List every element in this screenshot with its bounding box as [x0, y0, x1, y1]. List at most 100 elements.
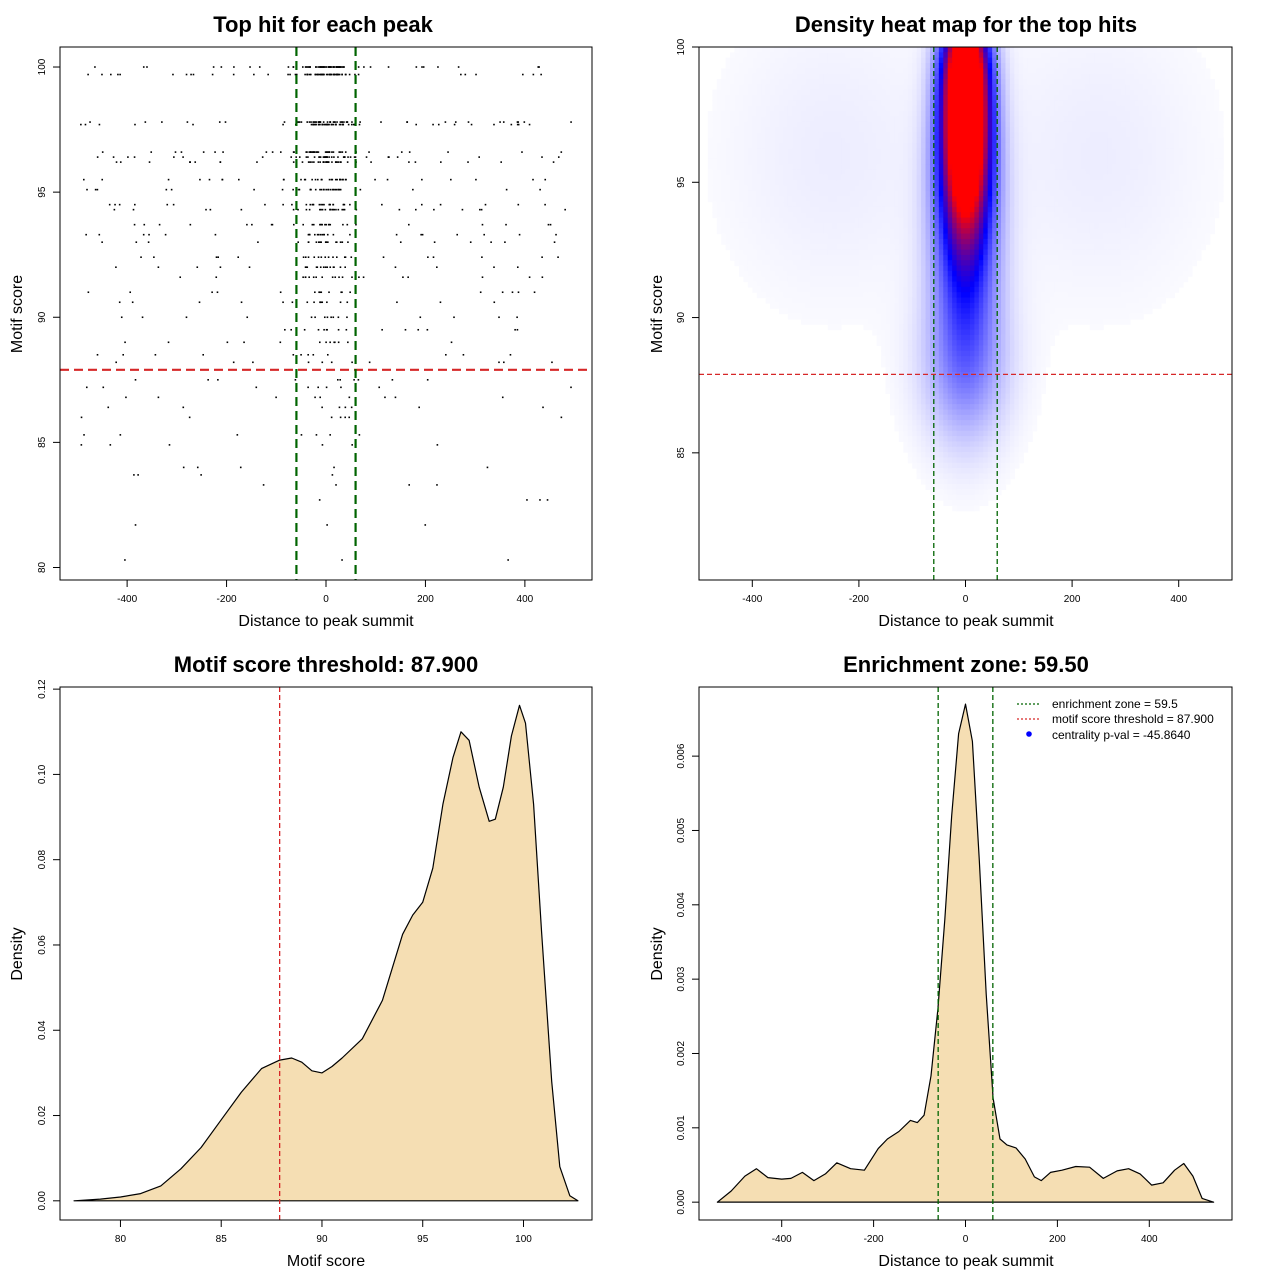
data-point [194, 161, 197, 163]
heat-cell [881, 292, 887, 299]
data-point [167, 178, 170, 181]
heat-cell [903, 94, 909, 101]
heat-cell [889, 404, 896, 411]
data-point [218, 121, 221, 123]
heat-cell [796, 180, 802, 187]
heat-cell [876, 174, 882, 181]
heat-cell [863, 302, 869, 309]
heat-cell [796, 137, 802, 144]
heat-cell [956, 409, 962, 416]
heat-cell [987, 89, 993, 96]
data-point [295, 156, 297, 158]
heat-cell [956, 137, 962, 144]
heat-cell [823, 201, 829, 208]
heat-cell [872, 180, 878, 187]
heat-cell [801, 132, 807, 139]
heat-cell [836, 302, 842, 309]
heat-cell [823, 126, 829, 133]
data-point [334, 178, 337, 181]
heat-cell [747, 121, 753, 128]
heat-cell [996, 414, 1002, 421]
heat-cell [898, 47, 904, 53]
heat-cell [774, 148, 780, 155]
heat-cell [747, 212, 753, 219]
data-point [332, 188, 334, 191]
heat-cell [965, 404, 971, 411]
heat-cell [903, 420, 909, 427]
data-point [332, 208, 334, 211]
heat-cell [778, 228, 784, 235]
heat-cell [952, 425, 958, 432]
data-point [246, 316, 249, 319]
data-point [143, 223, 146, 226]
heat-cell [756, 185, 762, 192]
heat-cell [814, 94, 820, 101]
heat-cell [716, 206, 722, 213]
heat-cell [947, 388, 953, 395]
heat-cell [841, 270, 847, 277]
data-point [336, 178, 338, 181]
data-point [327, 161, 330, 163]
heat-cell [872, 100, 878, 107]
data-point [336, 256, 338, 258]
heat-cell [841, 84, 847, 91]
heat-cell [845, 62, 851, 69]
heat-cell [894, 222, 900, 229]
heat-cell [752, 281, 758, 288]
heat-cell [947, 308, 953, 315]
heat-cell [916, 446, 922, 453]
data-point [316, 178, 319, 181]
heat-cell [996, 105, 1002, 112]
heat-cell [743, 84, 749, 91]
heat-cell [992, 452, 998, 459]
heat-cell [912, 105, 918, 112]
heat-cell [978, 420, 984, 427]
heat-cell [894, 164, 900, 171]
heat-cell [912, 302, 918, 309]
data-point [351, 361, 353, 364]
heat-cell [810, 116, 816, 123]
heat-cell [814, 169, 820, 176]
heat-cell [956, 297, 962, 304]
heat-cell [863, 201, 869, 208]
heat-cell [810, 270, 816, 277]
data-point [314, 178, 317, 181]
heat-cell [867, 73, 873, 80]
data-point [335, 208, 337, 211]
heat-cell [841, 286, 847, 293]
heat-cell [961, 47, 967, 53]
data-point [336, 379, 339, 381]
heat-cell [898, 265, 904, 272]
heat-cell [747, 100, 753, 107]
heat-cell [943, 366, 949, 373]
heat-cell [836, 169, 842, 176]
heat-cell [925, 420, 931, 427]
heat-cell [992, 420, 998, 427]
data-point [340, 178, 342, 181]
heat-cell [992, 169, 998, 176]
heat-cell [907, 62, 913, 69]
heat-cell [814, 217, 820, 224]
heat-cell [969, 212, 975, 219]
data-point [317, 161, 320, 163]
data-point [417, 328, 420, 331]
heat-cell [947, 47, 953, 53]
data-point [335, 484, 337, 486]
heat-cell [872, 52, 878, 59]
heat-cell [818, 164, 824, 171]
data-point [157, 266, 160, 269]
heat-cell [992, 110, 998, 117]
heat-cell [992, 276, 998, 283]
heat-cell [889, 244, 896, 251]
heat-cell [756, 148, 762, 155]
heat-cell [858, 126, 864, 133]
heat-cell [894, 47, 900, 53]
heat-cell [978, 116, 984, 123]
heat-cell [867, 212, 873, 219]
heat-cell [778, 254, 784, 261]
heat-cell [778, 84, 784, 91]
heat-cell [921, 62, 927, 69]
heat-cell [858, 196, 864, 203]
heat-cell [747, 180, 753, 187]
data-point [283, 121, 286, 123]
